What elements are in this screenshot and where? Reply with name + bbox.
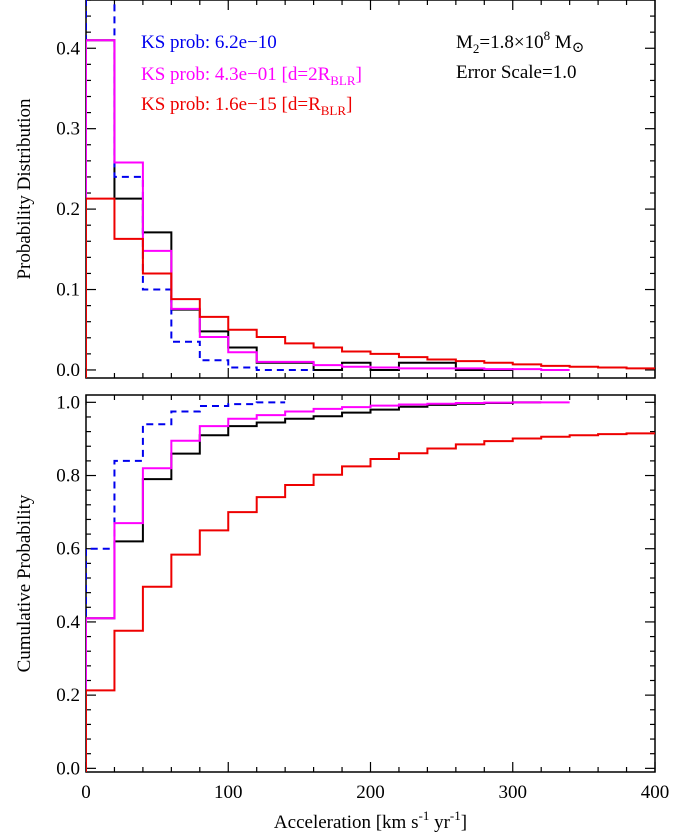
series-blue-dashed (86, 0, 314, 378)
y-tick-label: 0.2 (56, 685, 80, 706)
series-black (86, 39, 513, 378)
y-tick-label: 0.0 (56, 360, 80, 381)
y-axis-label: Probability Distribution (14, 98, 35, 280)
series-magenta (86, 39, 570, 378)
series-group (86, 0, 655, 378)
y-tick-label: 0.4 (56, 612, 80, 633)
y-tick-label: 0.1 (56, 280, 80, 301)
annotation: M2=1.8×108 M⊙ Error Scale=1.0 (456, 28, 584, 83)
x-tick-label: 0 (81, 782, 91, 803)
series-magenta (86, 401, 570, 772)
x-tick-label: 300 (499, 782, 528, 803)
y-tick-label: 0.8 (56, 466, 80, 487)
bottom-panel-cumulative-probability: 0.0 0.2 0.4 0.6 0.8 1.0 Cumulative Probability… (14, 392, 669, 833)
x-tick-label: 200 (356, 782, 385, 803)
y-axis-label: Cumulative Probability (14, 494, 35, 672)
y-tick-label: 0.6 (56, 539, 80, 560)
y-tick-label: 0.3 (56, 119, 80, 140)
series-red (86, 197, 655, 378)
annotation-error-scale: Error Scale=1.0 (456, 62, 576, 83)
x-axis-label: Acceleration [km s-1 yr-1] (274, 808, 467, 833)
legend-entry: KS prob: 6.2e−10 (141, 32, 277, 53)
series-blue-dashed (86, 401, 286, 772)
y-tick-label: 1.0 (56, 392, 80, 413)
x-tick-label: 100 (214, 782, 243, 803)
legend-entry: KS prob: 4.3e−01 [d=2RBLR] (141, 64, 362, 88)
series-group (86, 401, 655, 772)
legend-entry: KS prob: 1.6e−15 [d=RBLR] (141, 94, 352, 118)
series-red (86, 432, 655, 772)
y-tick-label: 0.4 (56, 38, 80, 59)
y-tick-label: 0.2 (56, 199, 80, 220)
x-tick-label: 400 (641, 782, 670, 803)
y-tick-label: 0.0 (56, 758, 80, 779)
legend: KS prob: 6.2e−10 KS prob: 4.3e−01 [d=2RBL… (141, 32, 362, 118)
annotation-mass: M2=1.8×108 M⊙ (456, 28, 584, 56)
top-panel-probability-distribution: 0.0 0.1 0.2 0.3 0.4 Probability Distribution K… (14, 0, 656, 381)
